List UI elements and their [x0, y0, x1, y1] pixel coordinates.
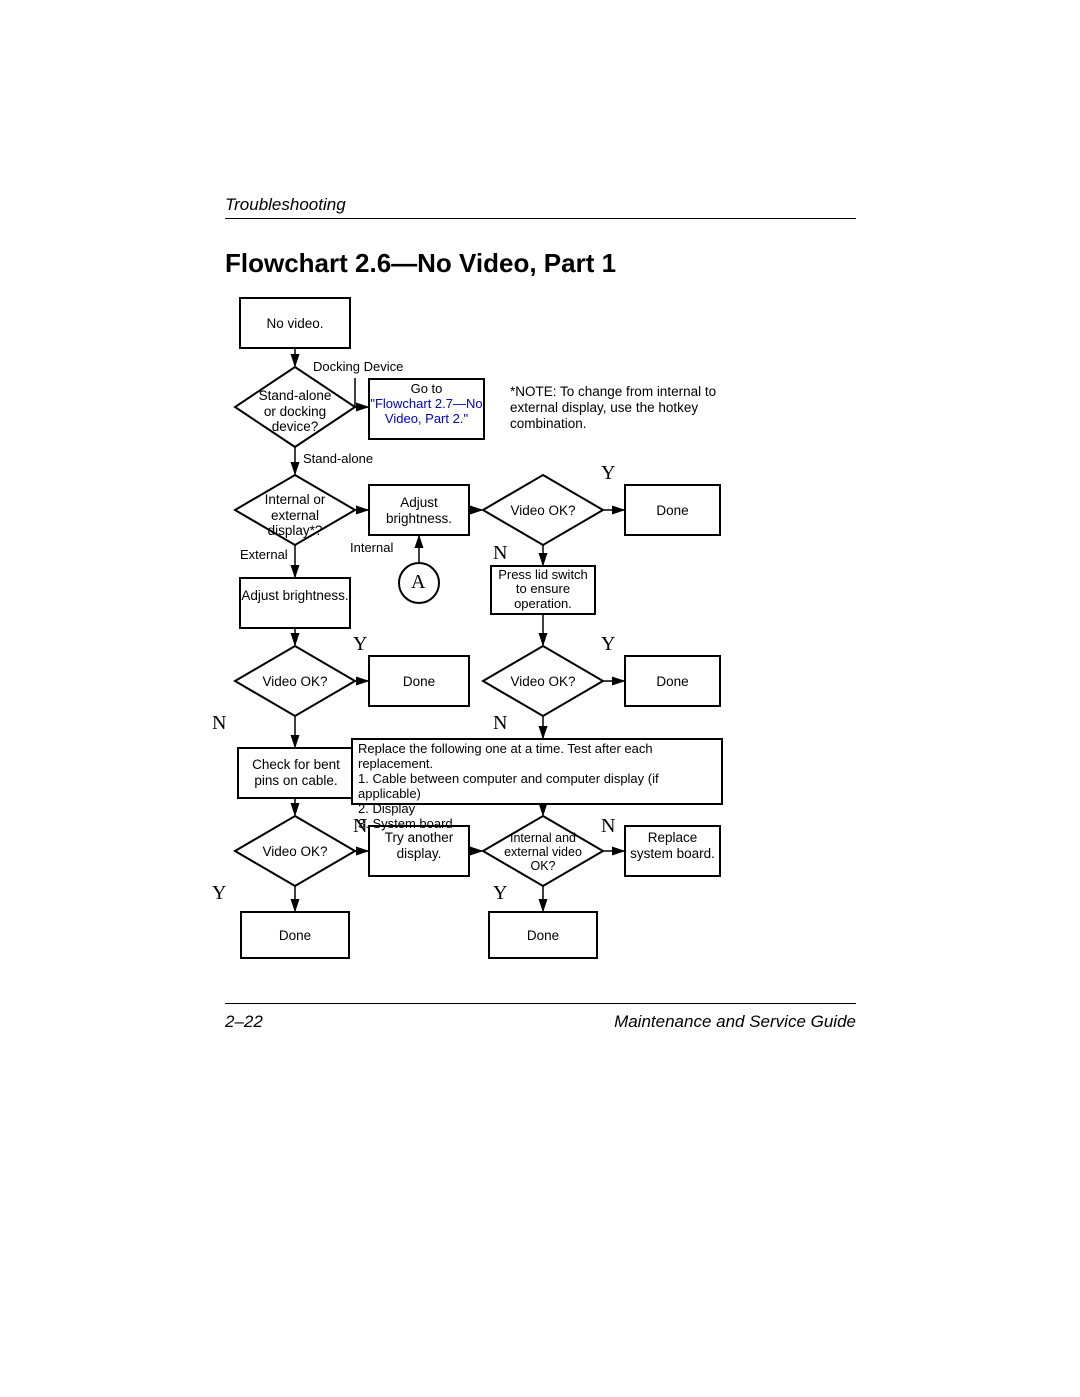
goto-link[interactable]: "Flowchart 2.7—No Video, Part 2." — [370, 396, 482, 426]
replace-l2: 2. Display — [358, 802, 718, 817]
flowchart-svg — [0, 0, 1080, 1397]
node-replace: Replace the following one at a time. Tes… — [358, 742, 718, 832]
node-standalone: Stand-alone or docking device? — [251, 388, 339, 435]
node-vidok3: Video OK? — [503, 674, 583, 689]
yn-n5: N — [601, 815, 615, 838]
node-done2: Done — [369, 674, 469, 689]
node-checkpins: Check for bent pins on cable. — [238, 757, 354, 788]
node-done1: Done — [625, 503, 720, 518]
node-intextok: Internal and external video OK? — [503, 832, 583, 873]
node-vidok4: Video OK? — [255, 844, 335, 859]
node-intext: Internal or external display*? — [255, 492, 335, 539]
yn-n2: N — [212, 712, 226, 735]
label-standalone: Stand-alone — [303, 451, 373, 466]
yn-n3: N — [493, 712, 507, 735]
yn-y4: Y — [212, 882, 226, 905]
replace-l1: 1. Cable between computer and computer d… — [358, 772, 718, 802]
node-adjbr2: Adjust brightness. — [240, 588, 350, 604]
yn-y5: Y — [493, 882, 507, 905]
node-presslid: Press lid switch to ensure operation. — [491, 568, 595, 611]
yn-n1: N — [493, 542, 507, 565]
node-start: No video. — [240, 316, 350, 331]
node-vidok1: Video OK? — [503, 503, 583, 518]
node-vidok2: Video OK? — [255, 674, 335, 689]
footer-page: 2–22 — [225, 1012, 263, 1032]
goto-text: Go to — [411, 381, 443, 396]
node-done3: Done — [625, 674, 720, 689]
footer-guide: Maintenance and Service Guide — [614, 1012, 856, 1032]
label-external: External — [240, 547, 288, 562]
node-connA: A — [411, 571, 425, 594]
label-internal: Internal — [350, 540, 393, 555]
node-done5: Done — [489, 928, 597, 943]
yn-n4: N — [353, 815, 367, 838]
node-tryanother: Try another display. — [369, 830, 469, 861]
node-done4: Done — [241, 928, 349, 943]
label-docking: Docking Device — [313, 359, 403, 374]
yn-y3: Y — [601, 633, 615, 656]
page: Troubleshooting Flowchart 2.6—No Video, … — [0, 0, 1080, 1397]
node-replaceboard: Replace system board. — [625, 830, 720, 861]
replace-title: Replace the following one at a time. Tes… — [358, 742, 718, 772]
footer-rule — [225, 1003, 856, 1004]
yn-y1: Y — [601, 462, 615, 485]
yn-y2: Y — [353, 633, 367, 656]
node-goto: Go to "Flowchart 2.7—No Video, Part 2." — [369, 381, 484, 426]
node-adjbr1: Adjust brightness. — [369, 495, 469, 526]
